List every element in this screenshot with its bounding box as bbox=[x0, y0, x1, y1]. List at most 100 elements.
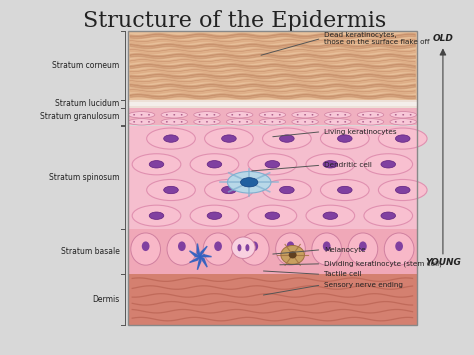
Ellipse shape bbox=[395, 135, 410, 142]
Ellipse shape bbox=[149, 160, 164, 168]
Ellipse shape bbox=[222, 186, 236, 194]
Ellipse shape bbox=[272, 114, 273, 115]
Ellipse shape bbox=[311, 121, 313, 122]
Text: Stratum granulosum: Stratum granulosum bbox=[40, 113, 119, 121]
Ellipse shape bbox=[246, 121, 248, 122]
Text: OLD: OLD bbox=[432, 34, 453, 43]
Ellipse shape bbox=[146, 128, 195, 149]
Ellipse shape bbox=[164, 186, 178, 194]
FancyBboxPatch shape bbox=[128, 102, 417, 106]
Ellipse shape bbox=[325, 111, 351, 118]
Ellipse shape bbox=[402, 121, 404, 122]
Ellipse shape bbox=[246, 114, 248, 115]
Ellipse shape bbox=[132, 154, 181, 175]
FancyBboxPatch shape bbox=[128, 100, 417, 108]
Ellipse shape bbox=[384, 233, 414, 265]
Ellipse shape bbox=[237, 244, 241, 251]
Text: Stratum corneum: Stratum corneum bbox=[52, 61, 119, 70]
Ellipse shape bbox=[280, 135, 294, 142]
Ellipse shape bbox=[181, 114, 182, 115]
FancyBboxPatch shape bbox=[128, 31, 417, 100]
Ellipse shape bbox=[329, 121, 331, 122]
Ellipse shape bbox=[265, 212, 280, 219]
Ellipse shape bbox=[206, 114, 208, 115]
Text: Tactile cell: Tactile cell bbox=[324, 271, 361, 277]
Ellipse shape bbox=[164, 135, 178, 142]
Ellipse shape bbox=[214, 241, 222, 251]
Ellipse shape bbox=[213, 114, 215, 115]
Ellipse shape bbox=[320, 128, 369, 149]
Ellipse shape bbox=[239, 121, 241, 122]
Ellipse shape bbox=[248, 154, 297, 175]
Ellipse shape bbox=[337, 135, 352, 142]
Ellipse shape bbox=[390, 111, 417, 118]
Ellipse shape bbox=[359, 241, 367, 251]
Ellipse shape bbox=[194, 111, 220, 118]
Ellipse shape bbox=[181, 121, 182, 122]
Text: YOUNG: YOUNG bbox=[425, 258, 461, 267]
Polygon shape bbox=[190, 251, 200, 257]
Ellipse shape bbox=[132, 205, 181, 226]
Ellipse shape bbox=[265, 160, 280, 168]
Ellipse shape bbox=[289, 251, 297, 258]
Polygon shape bbox=[190, 257, 200, 262]
Ellipse shape bbox=[142, 241, 149, 251]
Ellipse shape bbox=[395, 241, 403, 251]
Ellipse shape bbox=[231, 121, 233, 122]
Ellipse shape bbox=[364, 154, 412, 175]
Ellipse shape bbox=[173, 121, 175, 122]
Ellipse shape bbox=[206, 121, 208, 122]
Ellipse shape bbox=[239, 114, 241, 115]
Ellipse shape bbox=[264, 114, 266, 115]
Ellipse shape bbox=[207, 160, 222, 168]
Ellipse shape bbox=[173, 114, 175, 115]
Ellipse shape bbox=[364, 205, 412, 226]
Ellipse shape bbox=[128, 119, 155, 125]
Ellipse shape bbox=[222, 135, 236, 142]
Ellipse shape bbox=[148, 114, 150, 115]
Text: Dividing keratinocyte (stem cell): Dividing keratinocyte (stem cell) bbox=[324, 261, 442, 267]
Ellipse shape bbox=[281, 245, 304, 264]
Ellipse shape bbox=[141, 114, 143, 115]
Ellipse shape bbox=[395, 114, 397, 115]
Ellipse shape bbox=[297, 121, 299, 122]
Ellipse shape bbox=[199, 121, 201, 122]
Ellipse shape bbox=[395, 186, 410, 194]
FancyBboxPatch shape bbox=[128, 274, 417, 326]
Ellipse shape bbox=[178, 241, 186, 251]
FancyBboxPatch shape bbox=[128, 108, 417, 125]
Ellipse shape bbox=[227, 119, 253, 125]
Ellipse shape bbox=[323, 160, 337, 168]
Ellipse shape bbox=[167, 233, 197, 265]
Ellipse shape bbox=[344, 121, 346, 122]
Ellipse shape bbox=[128, 111, 155, 118]
Polygon shape bbox=[197, 244, 200, 257]
Ellipse shape bbox=[292, 111, 319, 118]
Ellipse shape bbox=[205, 180, 253, 201]
Ellipse shape bbox=[370, 114, 372, 115]
Ellipse shape bbox=[246, 244, 249, 251]
Ellipse shape bbox=[312, 233, 342, 265]
Text: Living keratinocytes: Living keratinocytes bbox=[324, 129, 396, 135]
Ellipse shape bbox=[166, 114, 168, 115]
Ellipse shape bbox=[227, 111, 253, 118]
Ellipse shape bbox=[348, 233, 378, 265]
Bar bbox=[128, 31, 417, 326]
Ellipse shape bbox=[344, 114, 346, 115]
FancyBboxPatch shape bbox=[128, 229, 417, 274]
Ellipse shape bbox=[240, 178, 258, 187]
Ellipse shape bbox=[146, 180, 195, 201]
Ellipse shape bbox=[133, 121, 135, 122]
Ellipse shape bbox=[279, 121, 281, 122]
Ellipse shape bbox=[323, 241, 330, 251]
Text: Structure of the Epidermis: Structure of the Epidermis bbox=[83, 10, 387, 32]
Ellipse shape bbox=[287, 241, 294, 251]
Ellipse shape bbox=[228, 171, 271, 193]
Ellipse shape bbox=[297, 114, 299, 115]
Ellipse shape bbox=[231, 114, 233, 115]
Ellipse shape bbox=[362, 114, 364, 115]
Ellipse shape bbox=[190, 205, 239, 226]
Ellipse shape bbox=[402, 114, 404, 115]
Ellipse shape bbox=[304, 121, 306, 122]
Ellipse shape bbox=[279, 114, 281, 115]
